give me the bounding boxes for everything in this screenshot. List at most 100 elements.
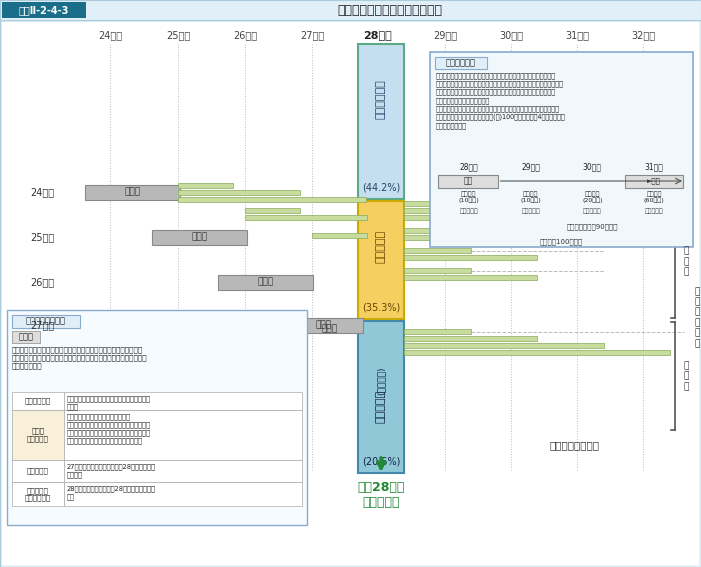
- Text: 契　約: 契 約: [316, 320, 332, 329]
- Text: 物件費
（事業費）: 物件費 （事業費）: [27, 428, 49, 442]
- Text: 28年度の契約に基づき、28年度に支払われる
経費: 28年度の契約に基づき、28年度に支払われる 経費: [67, 485, 156, 500]
- Bar: [404, 268, 471, 273]
- Text: 防衛関係費の構造: 防衛関係費の構造: [26, 316, 66, 325]
- Text: 契　約: 契 約: [257, 277, 273, 286]
- Bar: [404, 275, 537, 280]
- Text: 残額支払
(60億円): 残額支払 (60億円): [644, 191, 665, 203]
- Text: 歳出化経費: 歳出化経費: [583, 208, 601, 214]
- Bar: [64, 392, 302, 410]
- Bar: [178, 190, 300, 195]
- Text: 27年度以前の契約に基づき、28年度に支払わ
れる経費: 27年度以前の契約に基づき、28年度に支払わ れる経費: [67, 463, 156, 478]
- Text: 26年度: 26年度: [30, 277, 54, 287]
- Text: 人件・糧食費: 人件・糧食費: [376, 79, 386, 119]
- Bar: [218, 275, 313, 290]
- Text: 29年度: 29年度: [521, 163, 540, 171]
- Text: 27年度: 27年度: [300, 30, 324, 40]
- Text: 防衛関係費は、人件・糧食費と物件費（事業費）に大別される。
さらに、物件費（事業費）は、歳出化経費と一般物件費（活動経費）
に分けられる。: 防衛関係費は、人件・糧食費と物件費（事業費）に大別される。 さらに、物件費（事業…: [12, 346, 148, 369]
- Text: 隊員の給与、退職金、営内での食事などにかか
る経費: 隊員の給与、退職金、営内での食事などにかか る経費: [67, 395, 151, 410]
- Text: 一部支払
(10億円): 一部支払 (10億円): [458, 191, 479, 203]
- Bar: [7, 310, 307, 525]
- Text: (35.3%): (35.3%): [362, 302, 400, 312]
- Text: 契　約: 契 約: [191, 232, 207, 242]
- Bar: [312, 233, 367, 238]
- Text: (20.5%): (20.5%): [362, 456, 400, 466]
- Bar: [64, 482, 302, 506]
- Bar: [245, 208, 300, 213]
- Text: 歳出額と新規後年度負担の関係: 歳出額と新規後年度負担の関係: [337, 3, 442, 16]
- Text: 30年度: 30年度: [499, 30, 523, 40]
- Text: 31年度: 31年度: [565, 30, 589, 40]
- Text: 29年度: 29年度: [433, 30, 457, 40]
- Bar: [0, 0, 701, 20]
- Bar: [435, 57, 487, 69]
- Bar: [404, 329, 471, 334]
- Bar: [404, 343, 604, 348]
- Text: 既
定
分: 既 定 分: [683, 247, 688, 276]
- Text: 平成28年度
防衛関係費: 平成28年度 防衛関係費: [358, 481, 404, 509]
- Text: (活動経費): (活動経費): [376, 367, 386, 395]
- Text: 歳出化経費: 歳出化経費: [522, 208, 540, 214]
- Text: 30年度: 30年度: [583, 163, 602, 171]
- Bar: [12, 331, 40, 343]
- Text: 歳出化経費: 歳出化経費: [645, 208, 664, 214]
- Bar: [12, 315, 80, 328]
- Bar: [404, 201, 471, 206]
- Bar: [12, 460, 64, 482]
- Text: 後年度負担額: 後年度負担額: [446, 58, 476, 67]
- Bar: [245, 215, 367, 220]
- Bar: [12, 392, 64, 410]
- Text: 一部支払
(10億円): 一部支払 (10億円): [520, 191, 541, 203]
- Text: 物件費契約ベース: 物件費契約ベース: [550, 440, 600, 450]
- Text: 歳出化経費: 歳出化経費: [376, 230, 386, 263]
- Bar: [85, 185, 180, 200]
- Text: 一部支払
(20億円): 一部支払 (20億円): [582, 191, 603, 203]
- Bar: [12, 482, 64, 506]
- Text: 25年度: 25年度: [30, 232, 54, 242]
- Text: 24年度: 24年度: [98, 30, 122, 40]
- Bar: [404, 215, 537, 220]
- Text: 27年度: 27年度: [30, 320, 54, 330]
- Bar: [404, 350, 670, 355]
- Text: 歳出額: 歳出額: [18, 332, 34, 341]
- Text: 契約額（100億円）: 契約額（100億円）: [540, 239, 583, 246]
- Text: 図表Ⅱ-2-4-3: 図表Ⅱ-2-4-3: [19, 5, 69, 15]
- Bar: [358, 44, 404, 199]
- Text: 契　約: 契 約: [125, 188, 141, 197]
- Text: 28年度: 28年度: [459, 163, 478, 171]
- Bar: [358, 321, 404, 473]
- Bar: [178, 183, 233, 188]
- Text: 新
規
分: 新 規 分: [683, 361, 688, 391]
- Text: (44.2%): (44.2%): [362, 182, 400, 192]
- Bar: [64, 410, 302, 460]
- Text: 後
年
度
負
担
額: 後 年 度 負 担 額: [694, 287, 700, 348]
- Text: 契約: 契約: [463, 176, 472, 185]
- Text: 防衛力整備においては、装備品の調達や施設の整備などに複数年度
を要するものが多い。このため、複数年度に及ぶ契約（原則５年以内）を
行い、将来の一定時期に支払うこ: 防衛力整備においては、装備品の調達や施設の整備などに複数年度 を要するものが多い…: [436, 72, 566, 129]
- Text: ►納入: ►納入: [647, 177, 661, 184]
- Bar: [404, 208, 471, 213]
- Text: 一般物件費: 一般物件費: [376, 390, 386, 422]
- Bar: [64, 460, 302, 482]
- Text: 25年度: 25年度: [166, 30, 190, 40]
- Bar: [404, 248, 471, 253]
- Text: 28年度: 28年度: [364, 30, 393, 40]
- Bar: [178, 197, 366, 202]
- Text: 契　約: 契 約: [322, 324, 338, 333]
- Bar: [404, 235, 537, 240]
- Bar: [12, 410, 64, 460]
- Bar: [438, 175, 498, 188]
- Text: 31年度: 31年度: [645, 163, 664, 171]
- Bar: [404, 255, 537, 260]
- Text: 装備品の調達・修理・整備油の購入
隊員の教育訓練、施設整備、光熱水料などの営
舎費、技術研究開発、周辺対策や在日米軍駕留
経費などの基地対策経費などにかかる経費: 装備品の調達・修理・整備油の購入 隊員の教育訓練、施設整備、光熱水料などの営 舎…: [67, 413, 151, 444]
- Bar: [285, 318, 363, 333]
- Text: 歳出化経費: 歳出化経費: [27, 468, 49, 475]
- Bar: [404, 228, 471, 233]
- Text: 24年度: 24年度: [30, 187, 54, 197]
- Bar: [404, 336, 537, 341]
- Text: 後年度負担額（90億円）: 後年度負担額（90億円）: [566, 224, 618, 230]
- Bar: [2, 2, 86, 18]
- Text: 一般物件費: 一般物件費: [459, 208, 478, 214]
- Text: 人件・糧食費: 人件・糧食費: [25, 397, 51, 404]
- Bar: [625, 175, 683, 188]
- Bar: [430, 52, 693, 247]
- Bar: [358, 201, 404, 319]
